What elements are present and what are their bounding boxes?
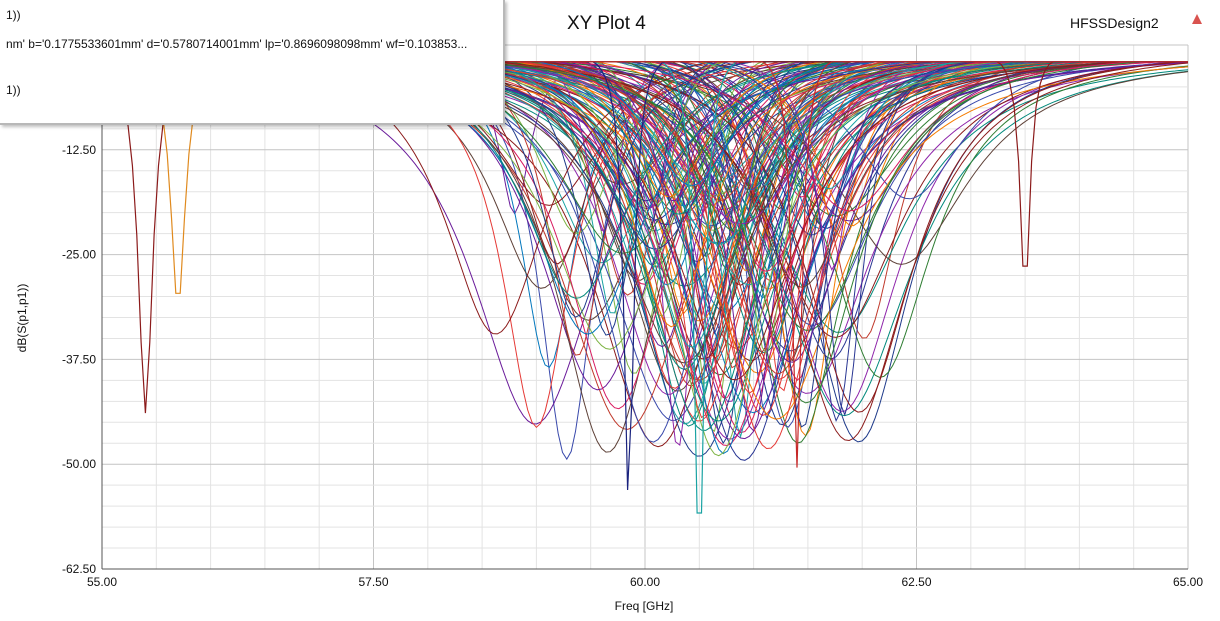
y-tick-label: -37.50	[62, 352, 96, 366]
x-axis-label: Freq [GHz]	[614, 599, 674, 613]
legend-scrollbar[interactable]	[503, 0, 505, 123]
legend-panel[interactable]: 1)) nm' b='0.1775533601mm' d='0.57807140…	[0, 0, 505, 125]
axes: 55.00 57.50 60.00 62.50 65.00 -12.50 -25.00 -37…	[62, 45, 1203, 589]
x-tick-label: 65.00	[1173, 575, 1203, 589]
legend-row[interactable]: 1))	[6, 83, 21, 97]
y-tick-label: -12.50	[62, 143, 96, 157]
y-tick-label: -50.00	[62, 457, 96, 471]
x-tick-label: 60.00	[630, 575, 660, 589]
y-axis-label: dB(S(p1,p1))	[15, 283, 29, 353]
legend-row[interactable]: nm' b='0.1775533601mm' d='0.5780714001mm…	[6, 37, 468, 51]
y-tick-label: -25.00	[62, 248, 96, 262]
y-tick-label: -62.50	[62, 562, 96, 576]
legend-row[interactable]: 1))	[6, 8, 21, 22]
x-tick-label: 55.00	[87, 575, 117, 589]
x-tick-label: 62.50	[901, 575, 931, 589]
warning-icon[interactable]	[1192, 14, 1202, 24]
design-name: HFSSDesign2	[1070, 15, 1159, 31]
chart-title: XY Plot 4	[567, 13, 646, 34]
x-tick-label: 57.50	[358, 575, 388, 589]
